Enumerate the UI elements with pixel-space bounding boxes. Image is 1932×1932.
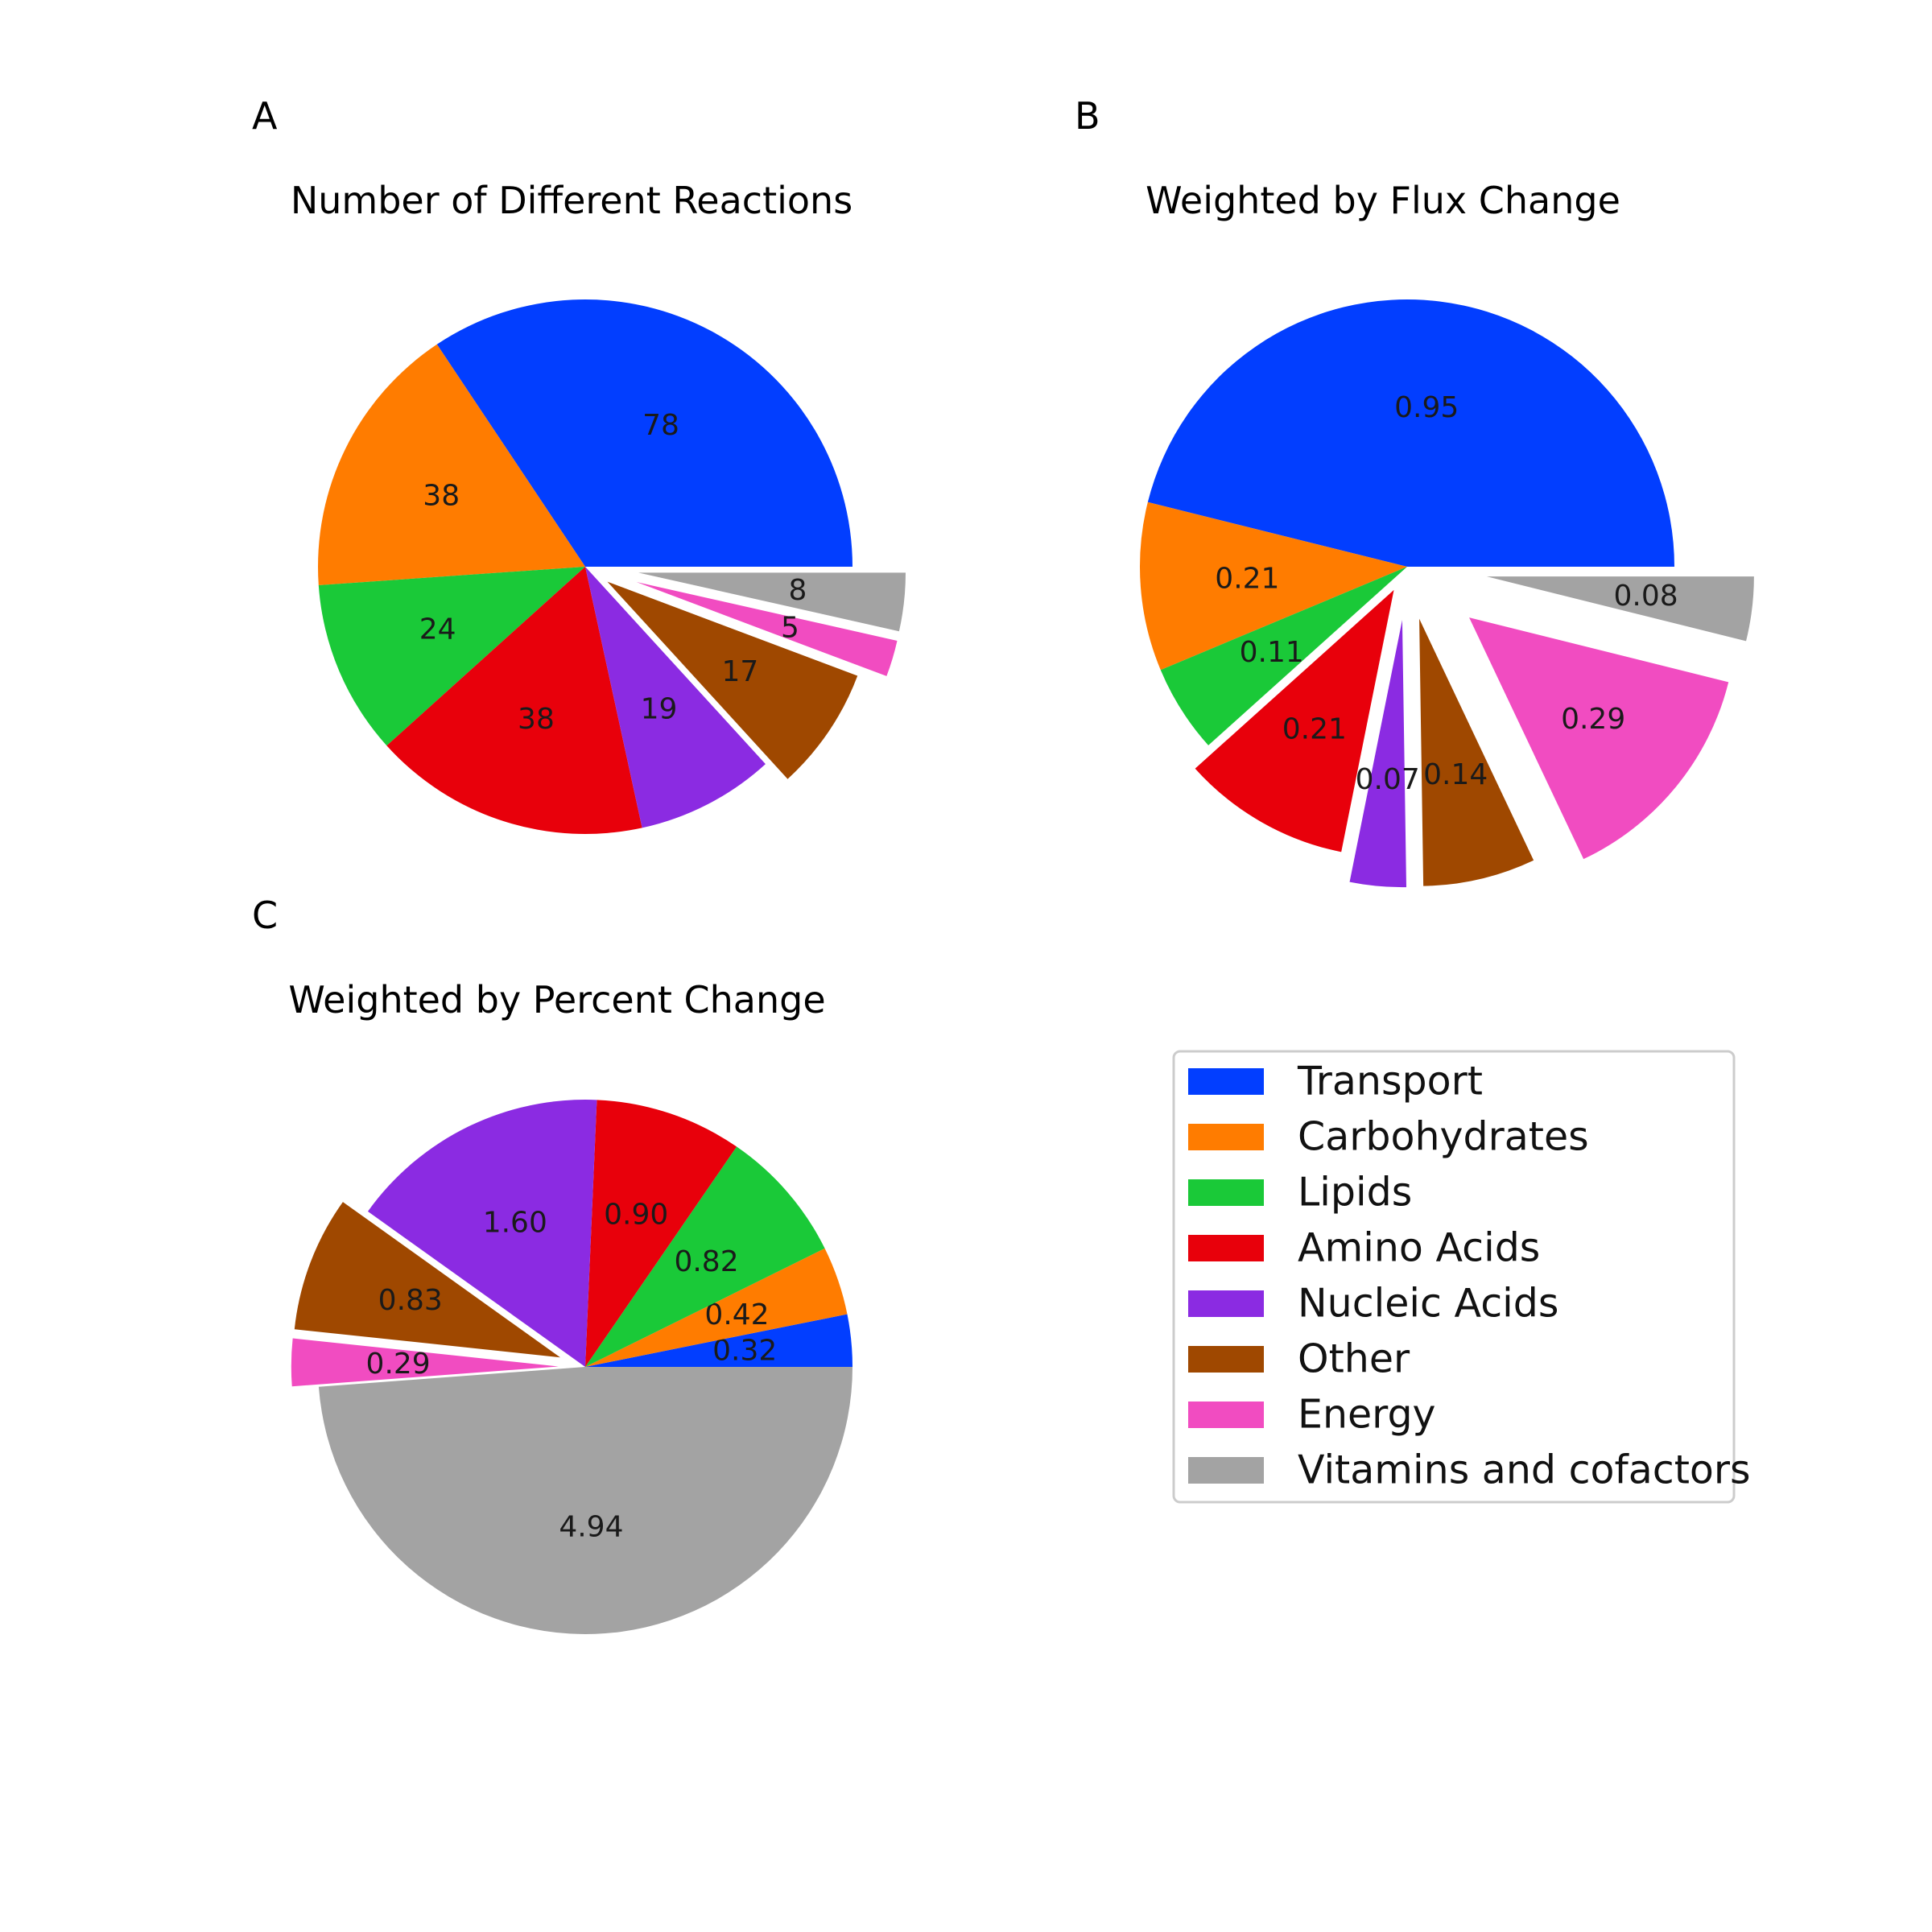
- pie-slice-transport: [585, 1314, 852, 1367]
- slice-label-energy: 5: [781, 612, 799, 645]
- slice-label-transport: 0.32: [712, 1335, 777, 1368]
- legend-swatch-transport: [1188, 1068, 1264, 1095]
- pie-slice-lipids: [318, 567, 585, 746]
- slice-label-amino-acids: 0.21: [1282, 712, 1347, 745]
- legend-label-lipids: Lipids: [1298, 1170, 1412, 1216]
- slice-label-transport: 78: [642, 409, 679, 442]
- pie-slice-carbohydrates: [318, 344, 585, 585]
- slice-label-nucleic-acids: 1.60: [483, 1206, 547, 1239]
- pie-slice-nucleic-acids: [1349, 620, 1406, 888]
- pie-slice-other: [1419, 618, 1534, 886]
- slice-label-energy: 0.29: [366, 1348, 431, 1381]
- slice-label-carbohydrates: 0.42: [704, 1298, 769, 1331]
- pie-slice-carbohydrates: [1140, 502, 1407, 671]
- slice-label-lipids: 24: [419, 613, 456, 646]
- pie-slice-vitamins-and-cofactors: [638, 572, 906, 632]
- pie-slice-lipids: [1160, 567, 1407, 745]
- legend-label-amino-acids: Amino Acids: [1298, 1225, 1540, 1271]
- slice-label-vitamins-and-cofactors: 8: [789, 574, 807, 607]
- pie-slice-transport: [1147, 299, 1674, 567]
- pie-b: 0.95 0.21 0.11 0.21 0.07 0.14 0.29 0.08: [1140, 299, 1754, 888]
- slice-label-other: 17: [722, 655, 759, 688]
- pie-slice-nucleic-acids: [585, 567, 766, 828]
- legend-label-other: Other: [1298, 1336, 1410, 1382]
- pie-slice-energy: [1469, 617, 1729, 860]
- panel-b: B Weighted by Flux Change 0.950.210.110.…: [1075, 94, 1754, 888]
- pie-c: 0.32 0.42 0.820.90 1.60 0.83 0.29 4.94: [291, 1099, 852, 1634]
- slice-label-other: 0.83: [378, 1284, 443, 1317]
- slice-label-nucleic-acids: 19: [641, 692, 678, 725]
- legend-label-energy: Energy: [1298, 1392, 1436, 1438]
- legend: Transport Carbohydrates Lipids Amino Acids N…: [1172, 1050, 1751, 1504]
- slice-label-nucleic-acids: 0.07: [1356, 763, 1420, 796]
- pie-a: 78 38 24 38 19 17 5 8: [318, 299, 906, 834]
- panel-letter-a: A: [252, 94, 278, 138]
- slice-label-lipids: 0.82: [674, 1245, 738, 1278]
- pie-slice-nucleic-acids: [367, 1099, 597, 1367]
- panel-c: C Weighted by Percent Change 0.32 0.42 0.8…: [252, 894, 852, 1634]
- pie-slice-transport: [436, 299, 852, 567]
- pie-slice-energy: [636, 582, 898, 676]
- legend-swatch-lipids: [1188, 1179, 1264, 1206]
- pie-slice-vitamins-and-cofactors: [318, 1367, 852, 1634]
- legend-items: Transport Carbohydrates Lipids Amino Acids N…: [1188, 1059, 1751, 1493]
- slice-label-vitamins-and-cofactors: 0.08: [1614, 580, 1678, 613]
- legend-swatch-other: [1188, 1346, 1264, 1373]
- pie-slice-energy: [291, 1338, 559, 1387]
- legend-swatch-nucleic-acids: [1188, 1290, 1264, 1317]
- pie-slice-lipids: [585, 1146, 825, 1367]
- legend-swatch-carbohydrates: [1188, 1124, 1264, 1150]
- slice-label-amino-acids: 0.90: [604, 1199, 668, 1232]
- legend-frame: [1172, 1050, 1736, 1504]
- pie-slice-amino-acids: [386, 567, 642, 834]
- pie-slice-other: [294, 1202, 560, 1358]
- pie-slice-other: [607, 581, 858, 779]
- panel-letter-c: C: [252, 894, 278, 937]
- slice-label-carbohydrates: 38: [423, 480, 460, 513]
- legend-swatch-amino-acids: [1188, 1235, 1264, 1261]
- legend-label-vitamins-and-cofactors: Vitamins and cofactors: [1298, 1447, 1751, 1493]
- chart-title-b: Weighted by Flux Change: [1146, 179, 1620, 222]
- slice-label-carbohydrates: 0.21: [1215, 563, 1279, 596]
- slice-label-vitamins-and-cofactors: 4.94: [559, 1511, 623, 1544]
- slice-label-amino-acids: 38: [518, 703, 555, 736]
- slice-label-lipids: 0.11: [1240, 636, 1304, 669]
- legend-swatch-vitamins-and-cofactors: [1188, 1457, 1264, 1484]
- pie-slice-vitamins-and-cofactors: [1486, 576, 1754, 642]
- legend-label-transport: Transport: [1297, 1059, 1483, 1104]
- slice-label-other: 0.14: [1423, 758, 1488, 791]
- pie-slice-amino-acids: [1195, 589, 1394, 852]
- panel-a: A Number of Different Reactions 78 38 24 38…: [252, 94, 906, 834]
- chart-title-a: Number of Different Reactions: [291, 179, 852, 222]
- legend-label-carbohydrates: Carbohydrates: [1298, 1114, 1589, 1160]
- pie-slice-carbohydrates: [585, 1248, 848, 1367]
- pie-slice-amino-acids: [585, 1100, 737, 1367]
- slice-label-transport: 0.95: [1394, 391, 1459, 424]
- chart-title-c: Weighted by Percent Change: [288, 978, 825, 1022]
- legend-label-nucleic-acids: Nucleic Acids: [1298, 1281, 1558, 1327]
- slice-label-energy: 0.29: [1561, 703, 1625, 736]
- panel-letter-b: B: [1075, 94, 1100, 138]
- legend-swatch-energy: [1188, 1402, 1264, 1428]
